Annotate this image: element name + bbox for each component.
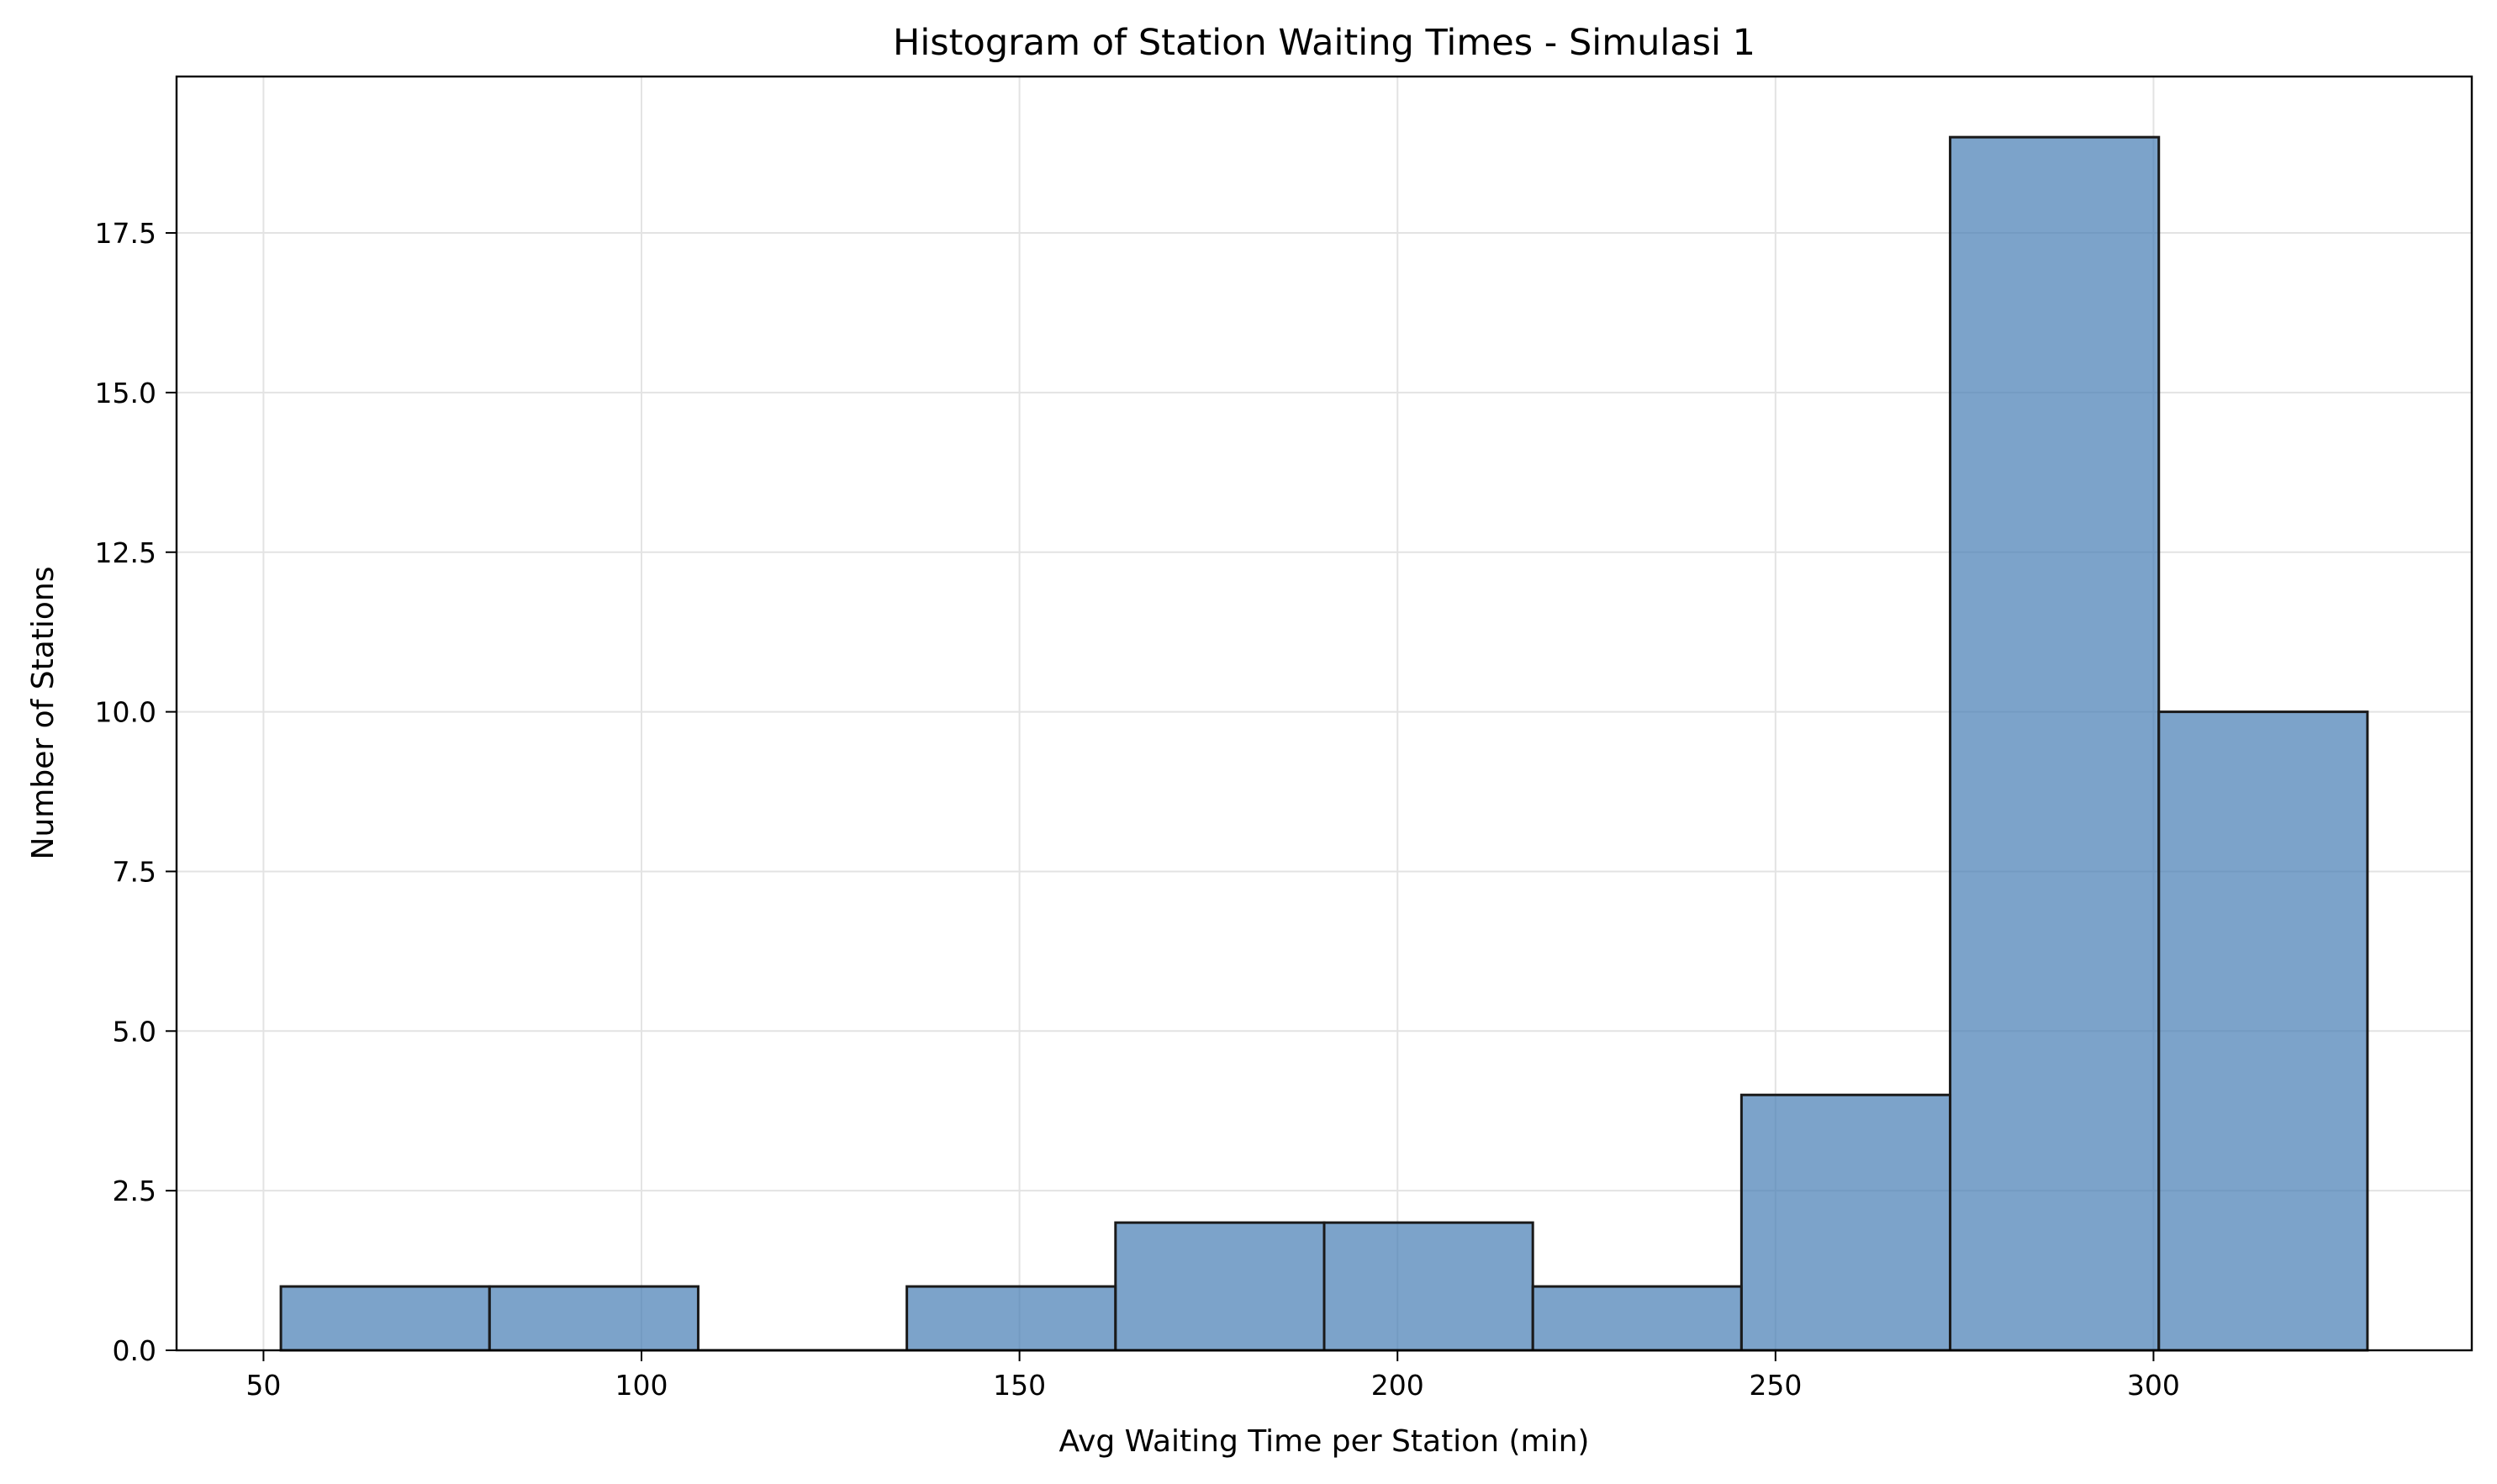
y-axis-label: Number of Stations	[26, 567, 61, 860]
chart-title: Histogram of Station Waiting Times - Sim…	[893, 22, 1755, 64]
y-tick-label: 7.5	[113, 855, 156, 888]
histogram-bar	[1531, 1285, 1743, 1352]
y-tick-label: 12.5	[95, 536, 156, 569]
x-tick-label: 250	[1749, 1369, 1802, 1402]
y-axis-ticks: 0.0 2.5 5.0 7.5 10.0 12.5 15.0 17.5	[95, 217, 177, 1367]
y-tick-label: 0.0	[113, 1334, 156, 1367]
y-tick-label: 2.5	[113, 1175, 156, 1207]
x-tick-label: 300	[2127, 1369, 2180, 1402]
histogram-bar	[1114, 1221, 1326, 1352]
y-tick-label: 15.0	[95, 377, 156, 409]
x-tick-label: 150	[993, 1369, 1046, 1402]
histogram-bars	[279, 135, 2369, 1352]
histogram-bar	[1949, 135, 2161, 1352]
x-tick-label: 200	[1371, 1369, 1424, 1402]
x-axis-label: Avg Waiting Time per Station (min)	[1059, 1424, 1590, 1459]
histogram-bar	[1322, 1221, 1534, 1352]
y-tick-label: 5.0	[113, 1015, 156, 1048]
histogram-bar	[488, 1285, 699, 1352]
y-tick-label: 10.0	[95, 696, 156, 729]
histogram-bar	[279, 1285, 491, 1352]
histogram-bar	[905, 1285, 1117, 1352]
x-axis-ticks: 50 100 150 200 250 300	[245, 1350, 2180, 1402]
y-tick-label: 17.5	[95, 217, 156, 250]
histogram-bar	[2157, 710, 2369, 1352]
x-tick-label: 100	[615, 1369, 668, 1402]
x-tick-label: 50	[245, 1369, 281, 1402]
histogram-bar	[1739, 1093, 1952, 1352]
plot-frame	[175, 75, 2473, 1352]
